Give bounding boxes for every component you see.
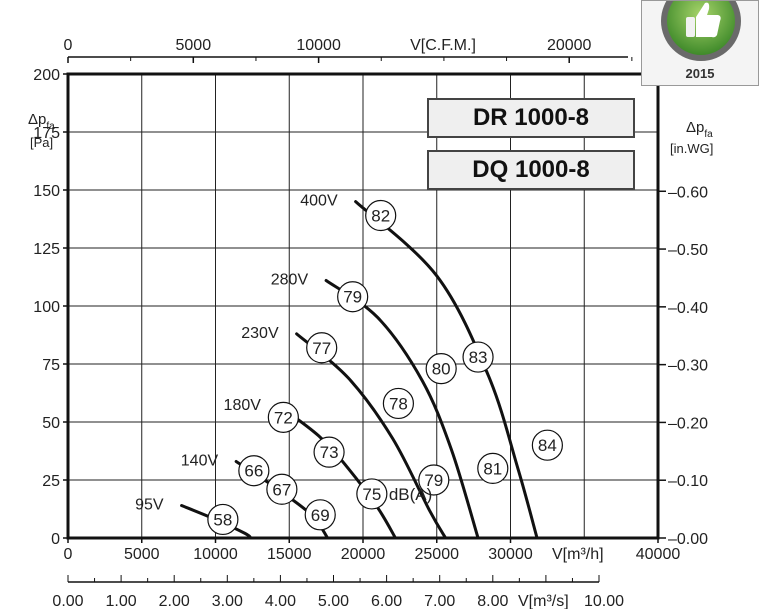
y-left-axis-label: Δpfa (28, 111, 55, 132)
db-marker-value: 80 (432, 360, 451, 379)
db-unit-label: dB(A) (389, 485, 432, 504)
badge-year: 2015 (685, 66, 715, 81)
series-label-230v: 230V (241, 325, 279, 342)
series-labels: 400V 280V 230V 180V 140V 95V (135, 193, 338, 514)
x-bottom2-tick-label: 0.00 (52, 593, 83, 609)
db-marker-circle (207, 503, 239, 536)
thumbs-up-badge-icon (661, 1, 741, 61)
db-marker-value: 79 (343, 288, 362, 307)
db-marker-value: 81 (483, 459, 502, 478)
x-bottom-tick-label: 0 (64, 546, 73, 563)
y-left-tick-label: 75 (42, 357, 60, 374)
x-bottom-tick-label: 40000 (636, 546, 681, 563)
db-marker-circle (266, 473, 298, 505)
erp-ready-badge: 2015 (641, 0, 759, 86)
db-marker-circle (425, 353, 457, 385)
x-bottom-axis-label: V[m³/h] (552, 546, 604, 563)
db-marker-value: 67 (272, 480, 291, 499)
x-top-tick-label: 0 (64, 37, 73, 54)
db-marker-value: 84 (538, 436, 557, 455)
x-bottom2-tick-label: 4.00 (265, 593, 296, 609)
model-label-dq: DQ 1000-8 (427, 150, 635, 190)
x-top-tick-label: 20000 (547, 37, 592, 54)
series-curve-180v (277, 404, 397, 538)
y-right-tick-label: –0.10 (668, 473, 708, 490)
y-right-tick-label: –0.20 (668, 415, 708, 432)
db-marker-circle (382, 387, 414, 420)
series-label-140v: 140V (181, 452, 219, 469)
y-right-axis-label: Δpfa (686, 119, 713, 140)
db-marker-circle (313, 436, 345, 468)
y-right-tick-label: –0.40 (668, 300, 708, 317)
x-bottom-tick-label: 20000 (341, 546, 386, 563)
y-left-tick-label: 175 (33, 125, 60, 142)
y-left-tick-label: 25 (42, 473, 60, 490)
y-right-axis-unit: [in.WG] (670, 141, 713, 156)
y-right-tick-label: –0.60 (668, 184, 708, 201)
x-bottom2-tick-label: 6.00 (371, 593, 402, 609)
series-label-400v: 400V (300, 193, 338, 210)
y-right-tick-label: –0.50 (668, 242, 708, 259)
axes: 0 25 50 75 100 125 150 175 200 Δpfa [Pa] –0.00 –0.10… (28, 37, 713, 609)
series-curve-400v (354, 200, 539, 538)
db-marker-circle (477, 452, 509, 484)
db-marker-value: 77 (312, 339, 331, 358)
db-marker-value: 79 (424, 471, 443, 490)
x-bottom-tick-label: 25000 (415, 546, 460, 563)
db-marker-circle (306, 332, 338, 364)
y-left-axis-unit: [Pa] (30, 135, 53, 150)
x-bottom2-tick-label: 1.00 (106, 593, 137, 609)
x-bottom-tick-label: 10000 (193, 546, 238, 563)
db-markers: 82 83 84 79 80 81 77 78 79 72 73 75 66 67 69 58 dB(A) (207, 199, 563, 536)
db-marker-value: 73 (320, 443, 339, 462)
y-right-tick-label: –0.00 (668, 531, 708, 548)
x-bottom-tick-label: 5000 (124, 546, 160, 563)
db-marker-circle (356, 478, 388, 510)
x-bottom2-tick-label: 3.00 (212, 593, 243, 609)
series-curve-230v (295, 332, 448, 538)
db-marker-circle (238, 455, 270, 487)
y-left-tick-label: 100 (33, 299, 60, 316)
db-marker-circle (304, 499, 336, 531)
db-marker-circle (365, 199, 397, 232)
series-label-280v: 280V (271, 271, 309, 288)
x-bottom2-tick-label: 2.00 (159, 593, 190, 609)
x-top-axis-label: V[C.F.M.] (410, 37, 476, 54)
x-top-tick-label: 5000 (176, 37, 212, 54)
series-label-180v: 180V (224, 397, 262, 414)
x-bottom2-tick-label: 8.00 (477, 593, 508, 609)
model-label-dr: DR 1000-8 (427, 98, 635, 138)
x-bottom2-tick-label: 10.00 (584, 593, 624, 609)
db-marker-circle (462, 341, 494, 373)
db-marker-circle (418, 464, 450, 496)
db-marker-value: 69 (311, 506, 330, 525)
y-left-tick-label: 50 (42, 415, 60, 432)
x-bottom-tick-label: 15000 (267, 546, 312, 563)
y-left-tick-label: 200 (33, 67, 60, 84)
x-bottom-tick-label: 30000 (488, 546, 533, 563)
db-marker-value: 66 (244, 462, 263, 481)
db-marker-circle (337, 281, 369, 313)
x-bottom2-axis-label: V[m³/s] (518, 593, 569, 609)
db-marker-value: 83 (469, 348, 488, 367)
x-top-tick-label: 10000 (296, 37, 341, 54)
db-marker-value: 72 (274, 408, 293, 427)
db-marker-circle (531, 429, 563, 461)
db-marker-value: 58 (213, 510, 232, 529)
series-label-95v: 95V (135, 497, 164, 514)
y-right-tick-label: –0.30 (668, 358, 708, 375)
x-bottom2-tick-label: 5.00 (318, 593, 349, 609)
db-marker-value: 75 (362, 485, 381, 504)
y-left-tick-label: 0 (51, 531, 60, 548)
db-marker-value: 78 (389, 394, 408, 413)
y-left-tick-label: 150 (33, 183, 60, 200)
db-marker-value: 82 (371, 207, 390, 226)
db-marker-circle (267, 401, 299, 433)
y-left-tick-label: 125 (33, 241, 60, 258)
x-bottom2-tick-label: 7.00 (424, 593, 455, 609)
